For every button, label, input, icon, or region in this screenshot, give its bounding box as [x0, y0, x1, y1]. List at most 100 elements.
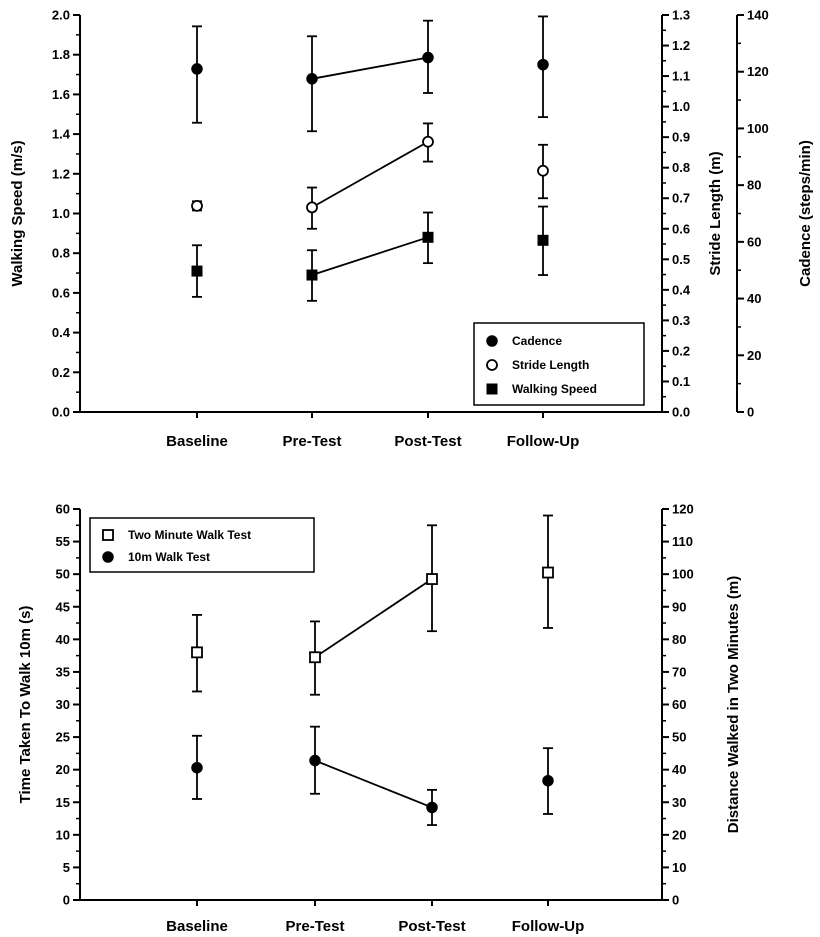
- data-point: [426, 573, 438, 585]
- series-walking-speed: [191, 205, 549, 302]
- right2-tick-label: 0: [747, 405, 754, 420]
- x-tick-label: Baseline: [166, 433, 228, 450]
- series-cadence: [191, 15, 549, 133]
- data-point: [306, 73, 318, 85]
- left-tick-label: 45: [56, 599, 70, 614]
- left-tick-label: 1.0: [52, 206, 70, 221]
- right-tick-label: 1.0: [672, 99, 690, 114]
- right-tick-label: 1.2: [672, 38, 690, 53]
- series-stride-length: [191, 122, 549, 230]
- left-tick-label: 30: [56, 697, 70, 712]
- series-line: [311, 236, 429, 276]
- right2-axis-title: Cadence (steps/min): [797, 140, 814, 287]
- legend-marker: [102, 551, 114, 563]
- right-tick-label: 0.3: [672, 313, 690, 328]
- legend-label: Walking Speed: [512, 382, 597, 396]
- data-point: [191, 761, 203, 774]
- right-tick-label: 70: [672, 664, 686, 679]
- left-tick-label: 1.6: [52, 87, 70, 102]
- right-tick-label: 0.2: [672, 343, 690, 358]
- data-point: [537, 164, 549, 177]
- right-tick-label: 50: [672, 730, 686, 745]
- series-line: [314, 578, 433, 659]
- left-tick-label: 25: [56, 730, 70, 745]
- left-tick-label: 0.8: [52, 246, 70, 261]
- legend-box: [473, 322, 645, 406]
- top-chart: Baseline Pre-Test Post-Test Follow-Up 0.0 0.2…: [9, 8, 814, 451]
- series-10m-walk-test: [191, 725, 554, 826]
- left-tick-label: 5: [63, 860, 70, 875]
- x-tick-label: Follow-Up: [512, 918, 584, 935]
- bottom-chart: Baseline Pre-Test Post-Test Follow-Up 0 5 10 15…: [17, 502, 742, 936]
- right-axis-title: Distance Walked in Two Minutes (m): [725, 576, 742, 834]
- right-tick-label: 20: [672, 827, 686, 842]
- right-tick-label: 0.7: [672, 191, 690, 206]
- right2-tick-label: 40: [747, 291, 761, 306]
- legend-label: Cadence: [512, 334, 562, 348]
- x-tick-label: Follow-Up: [507, 433, 579, 450]
- series-line: [314, 759, 433, 809]
- left-tick-label: 0.2: [52, 365, 70, 380]
- right-tick-label: 100: [672, 567, 694, 582]
- data-point: [537, 234, 549, 246]
- right-tick-label: 110: [672, 534, 693, 549]
- data-point: [191, 265, 203, 277]
- left-tick-label: 2.0: [52, 8, 70, 23]
- left-tick-label: 1.4: [52, 127, 71, 142]
- right2-tick-label: 100: [747, 121, 769, 136]
- right-tick-label: 0.6: [672, 221, 690, 236]
- legend-label: Stride Length: [512, 358, 589, 372]
- right-tick-label: 0.5: [672, 252, 690, 267]
- data-point: [542, 774, 554, 787]
- legend-marker: [102, 529, 114, 541]
- legend-marker: [486, 335, 498, 347]
- x-tick-label: Post-Test: [398, 918, 465, 935]
- left-tick-label: 10: [56, 827, 70, 842]
- data-point: [191, 199, 203, 212]
- right-tick-label: 40: [672, 762, 686, 777]
- right-tick-label: 0.1: [672, 374, 690, 389]
- data-point: [542, 566, 554, 579]
- right2-tick-label: 140: [747, 8, 769, 23]
- right-tick-label: 0: [672, 893, 679, 908]
- x-tick-label: Post-Test: [394, 433, 461, 450]
- data-point: [306, 269, 318, 281]
- x-tick-label: Pre-Test: [286, 918, 345, 935]
- data-point: [426, 801, 438, 814]
- legend-marker: [486, 383, 498, 395]
- legend-label: 10m Walk Test: [128, 550, 210, 564]
- left-axis-title: Time Taken To Walk 10m (s): [17, 606, 34, 804]
- left-tick-label: 1.2: [52, 166, 70, 181]
- data-point: [191, 646, 203, 659]
- data-point: [422, 135, 434, 148]
- right2-tick-label: 80: [747, 178, 761, 193]
- data-point: [422, 231, 434, 243]
- left-tick-label: 55: [56, 534, 70, 549]
- data-point: [191, 63, 203, 75]
- x-tick-label: Baseline: [166, 918, 228, 935]
- data-point: [306, 201, 318, 214]
- series-two-minute-walk-test: [191, 514, 554, 696]
- right-tick-label: 1.3: [672, 8, 690, 23]
- left-tick-label: 15: [56, 795, 70, 810]
- left-tick-label: 60: [56, 502, 70, 517]
- left-tick-label: 40: [56, 632, 70, 647]
- right-tick-label: 10: [672, 860, 686, 875]
- right-tick-label: 90: [672, 599, 686, 614]
- right-tick-label: 0.8: [672, 160, 690, 175]
- legend-label: Two Minute Walk Test: [128, 528, 251, 542]
- left-axis-title: Walking Speed (m/s): [9, 140, 26, 286]
- legend: Cadence Stride Length Walking Speed: [473, 322, 645, 406]
- left-tick-label: 35: [56, 664, 70, 679]
- data-point: [309, 651, 321, 664]
- data-point: [309, 754, 321, 767]
- legend-marker: [486, 359, 498, 371]
- left-tick-label: 0: [63, 893, 70, 908]
- left-tick-label: 0.0: [52, 405, 70, 420]
- left-tick-label: 0.4: [52, 325, 71, 340]
- right-tick-label: 60: [672, 697, 686, 712]
- right-tick-label: 0.0: [672, 405, 690, 420]
- right2-tick-label: 20: [747, 348, 761, 363]
- right-tick-label: 80: [672, 632, 686, 647]
